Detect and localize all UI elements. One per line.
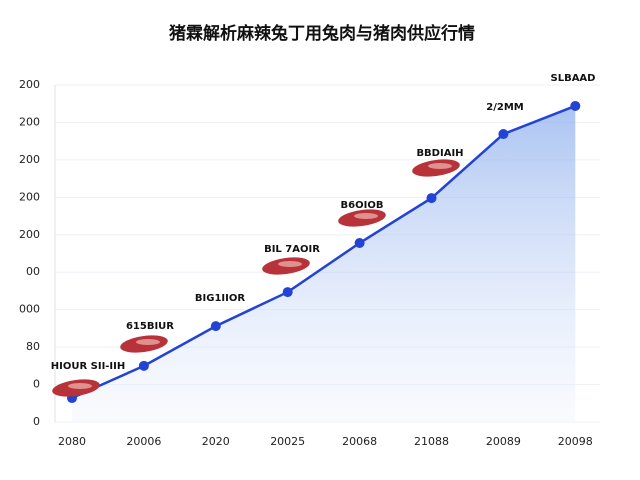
y-tick-label: 200: [19, 153, 40, 166]
y-tick-label: 200: [19, 78, 40, 91]
x-tick-label: 20068: [342, 435, 377, 448]
x-tick-label: 20098: [558, 435, 593, 448]
annotation: BBDIAIH: [416, 148, 463, 159]
y-tick-label: 0: [33, 378, 40, 391]
point: [426, 193, 437, 204]
y-tick-label: 80: [26, 340, 40, 353]
meat-fat: [354, 213, 378, 219]
x-tick-label: 20025: [270, 435, 305, 448]
line: [71, 104, 576, 400]
annotation: SLBAAD: [551, 73, 596, 84]
y-tick-label: 00: [26, 265, 40, 278]
y-tick-label: 200: [19, 190, 40, 203]
annotation: 615BIUR: [126, 321, 174, 332]
y-tick-label: 200: [19, 228, 40, 241]
annotation: B6OIOB: [341, 200, 384, 211]
meat-fat: [278, 261, 302, 267]
point: [282, 287, 293, 298]
annotation: BIG1IIOR: [195, 293, 245, 304]
x-tick-label: 21088: [414, 435, 449, 448]
meat-fat: [136, 339, 160, 345]
point: [138, 360, 149, 371]
area: [72, 105, 576, 423]
x-tick-label: 2020: [202, 435, 230, 448]
y-tick-label: 0: [33, 415, 40, 428]
y-tick-label: 200: [19, 115, 40, 128]
point: [210, 321, 221, 332]
meat-fat: [428, 163, 452, 169]
point: [570, 100, 581, 111]
x-tick-label: 2080: [58, 435, 86, 448]
point: [354, 238, 365, 249]
annotation: HIOUR SII-IIH: [51, 361, 126, 372]
point: [498, 129, 509, 140]
annotation: 2/2MM: [486, 102, 524, 113]
chart-title: 猪霖解析麻辣兔丁用兔肉与猪肉供应行情: [169, 23, 475, 44]
y-tick-label: 000: [19, 303, 40, 316]
annotation: BIL 7AOIR: [264, 244, 320, 255]
meat-fat: [68, 383, 92, 389]
x-tick-label: 20089: [486, 435, 521, 448]
x-tick-label: 20006: [126, 435, 161, 448]
